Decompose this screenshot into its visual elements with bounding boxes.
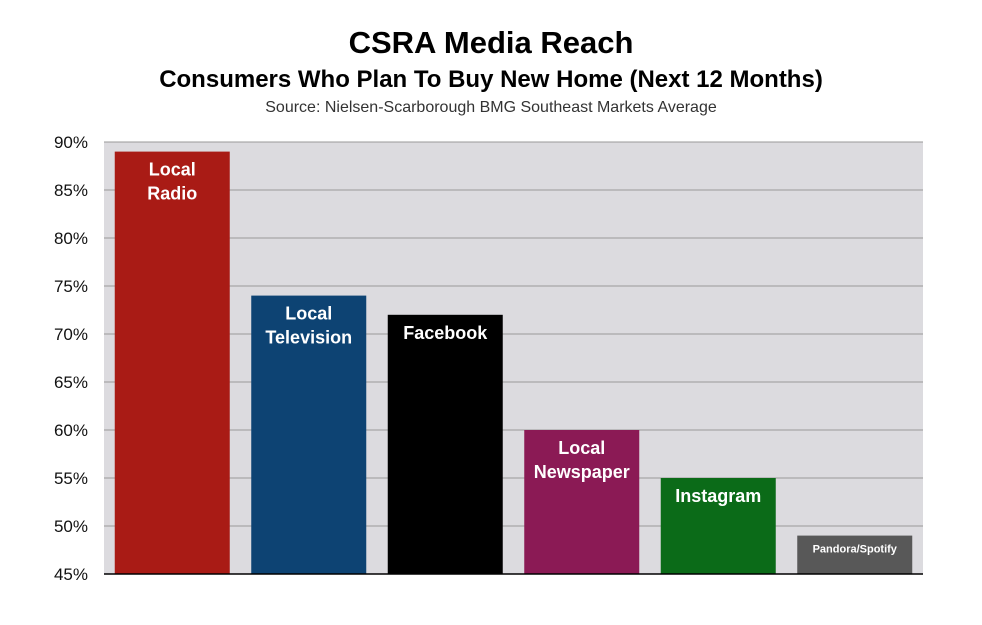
bar-label: Local — [558, 438, 605, 458]
bar-label: Television — [265, 328, 352, 348]
y-tick-label: 60% — [54, 421, 88, 440]
chart-subtitle: Consumers Who Plan To Buy New Home (Next… — [159, 66, 823, 93]
bar-label: Pandora/Spotify — [813, 544, 898, 556]
bar-label: Instagram — [675, 486, 761, 506]
bar — [251, 295, 367, 574]
bar — [797, 535, 913, 574]
y-tick-label: 75% — [54, 277, 88, 296]
bar — [524, 430, 640, 574]
y-tick-label: 65% — [54, 373, 88, 392]
y-tick-label: 50% — [54, 517, 88, 536]
bar-label: Newspaper — [534, 462, 630, 482]
bar — [114, 151, 230, 574]
y-tick-label: 70% — [54, 325, 88, 344]
y-tick-label: 85% — [54, 181, 88, 200]
chart-title: CSRA Media Reach — [348, 25, 634, 60]
plot-background — [104, 142, 923, 574]
bar — [387, 314, 503, 574]
y-tick-label: 45% — [54, 565, 88, 584]
y-tick-label: 90% — [54, 133, 88, 152]
bar-label: Local — [149, 160, 196, 180]
bar-label: Local — [285, 304, 332, 324]
bar — [660, 478, 776, 574]
bar-label: Facebook — [403, 323, 488, 343]
y-tick-label: 55% — [54, 469, 88, 488]
y-tick-label: 80% — [54, 229, 88, 248]
chart-source: Source: Nielsen-Scarborough BMG Southeas… — [265, 99, 717, 116]
bar-label: Radio — [147, 184, 197, 204]
